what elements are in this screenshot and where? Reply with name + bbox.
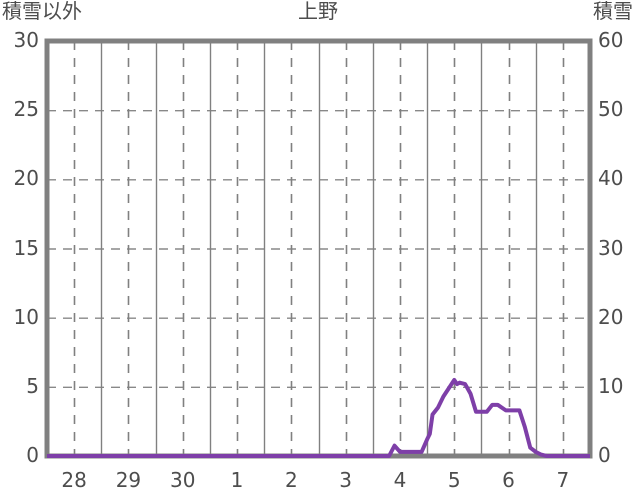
x-axis-tick-label: 28 (61, 468, 87, 492)
y-axis-right-tick-label: 0 (598, 443, 611, 467)
page-title: 上野 (298, 0, 338, 23)
x-axis-tick-label: 29 (115, 468, 142, 492)
y-axis-right-tick-label: 10 (598, 373, 624, 398)
series-line (47, 377, 590, 458)
y-axis-left-tick-label: 25 (13, 97, 39, 122)
x-axis-tick-label: 4 (393, 468, 407, 492)
x-axis-tick-label: 1 (230, 468, 244, 492)
data-series-layer (47, 377, 590, 458)
y-axis-right-tick-label: 50 (598, 97, 624, 122)
y-axis-left-tick-label: 10 (13, 304, 39, 329)
x-axis-tick-label: 6 (502, 468, 515, 492)
x-axis-tick-label: 2 (284, 468, 298, 492)
x-axis-tick-label: 30 (170, 468, 196, 492)
y-axis-right-tick-label: 40 (598, 166, 624, 191)
y-axis-right-tick-label: 60 (598, 28, 624, 52)
grid-lines (47, 41, 590, 456)
y-axis-right-tick-label: 30 (598, 235, 624, 260)
y-axis-left-tick-label: 5 (26, 373, 39, 398)
x-axis-tick-label: 5 (447, 468, 461, 492)
x-axis-tick-label: 7 (556, 468, 570, 492)
right-axis-title: 積雪 (593, 0, 633, 23)
y-axis-left-tick-label: 30 (13, 28, 39, 52)
x-axis-tick-label: 3 (339, 468, 352, 492)
left-axis-title: 積雪以外 (2, 0, 82, 23)
y-axis-right-tick-label: 20 (598, 304, 624, 329)
y-axis-left-tick-label: 0 (26, 443, 39, 467)
y-axis-left-tick-label: 15 (13, 235, 39, 260)
y-axis-left-tick-label: 20 (13, 166, 39, 191)
